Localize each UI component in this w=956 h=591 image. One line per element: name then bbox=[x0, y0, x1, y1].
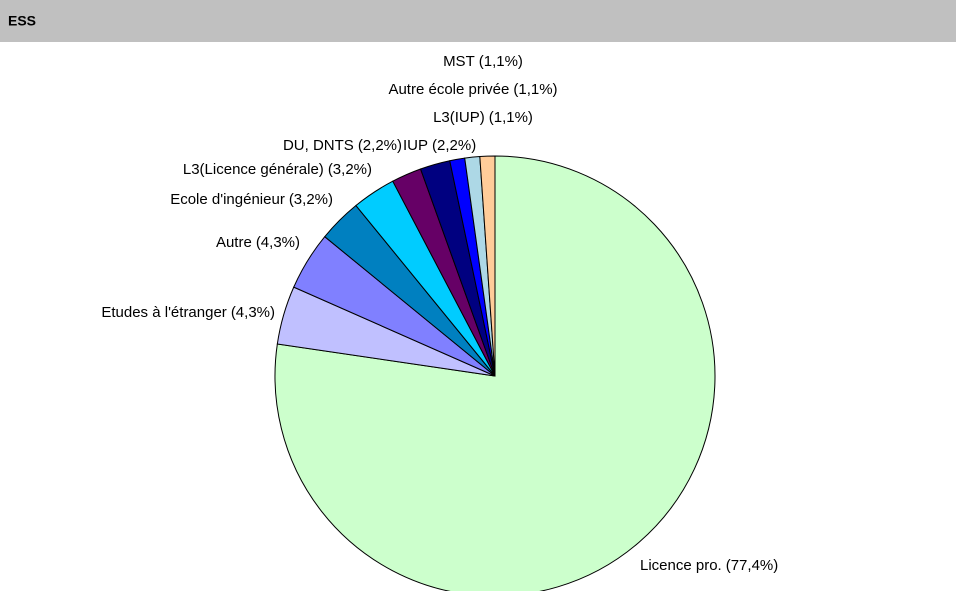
slice-label: Licence pro. (77,4%) bbox=[640, 557, 778, 574]
slice-label: Etudes à l'étranger (4,3%) bbox=[101, 304, 275, 321]
slice-label: L3(Licence générale) (3,2%) bbox=[183, 161, 372, 178]
slice-label-name: Autre école privée bbox=[388, 81, 509, 98]
slice-label-value: (4,3%) bbox=[231, 304, 275, 321]
header-bar bbox=[0, 0, 956, 42]
slice-label-value: (2,2%) bbox=[432, 137, 476, 154]
slice-label: IUP (2,2%) bbox=[403, 137, 476, 154]
slice-label-name: Licence pro. bbox=[640, 557, 722, 574]
slice-label-name: Etudes à l'étranger bbox=[101, 304, 226, 321]
slice-label: L3(IUP) (1,1%) bbox=[433, 109, 533, 126]
slice-label-value: (3,2%) bbox=[328, 161, 372, 178]
slice-label-name: L3(IUP) bbox=[433, 109, 485, 126]
slice-label-name: L3(Licence générale) bbox=[183, 161, 324, 178]
slice-label-name: DU, DNTS bbox=[283, 137, 354, 154]
slice-label-value: (3,2%) bbox=[289, 191, 333, 208]
slice-label-value: (77,4%) bbox=[726, 557, 779, 574]
chart-title: ESS bbox=[8, 13, 36, 29]
slice-label: Autre (4,3%) bbox=[216, 234, 300, 251]
slice-label-name: Ecole d'ingénieur bbox=[170, 191, 285, 208]
slice-label: DU, DNTS (2,2%) bbox=[283, 137, 402, 154]
slice-label-name: Autre bbox=[216, 234, 252, 251]
slice-label-value: (4,3%) bbox=[256, 234, 300, 251]
slice-label-value: (1,1%) bbox=[489, 109, 533, 126]
pie-slice bbox=[479, 155, 496, 377]
slice-label: MST (1,1%) bbox=[443, 53, 523, 70]
slice-label: Ecole d'ingénieur (3,2%) bbox=[170, 191, 333, 208]
slice-label-name: MST bbox=[443, 53, 475, 70]
slice-label-value: (1,1%) bbox=[513, 81, 557, 98]
slice-label: Autre école privée (1,1%) bbox=[388, 81, 557, 98]
slice-label-value: (2,2%) bbox=[358, 137, 402, 154]
slice-label-value: (1,1%) bbox=[479, 53, 523, 70]
slice-label-name: IUP bbox=[403, 137, 428, 154]
